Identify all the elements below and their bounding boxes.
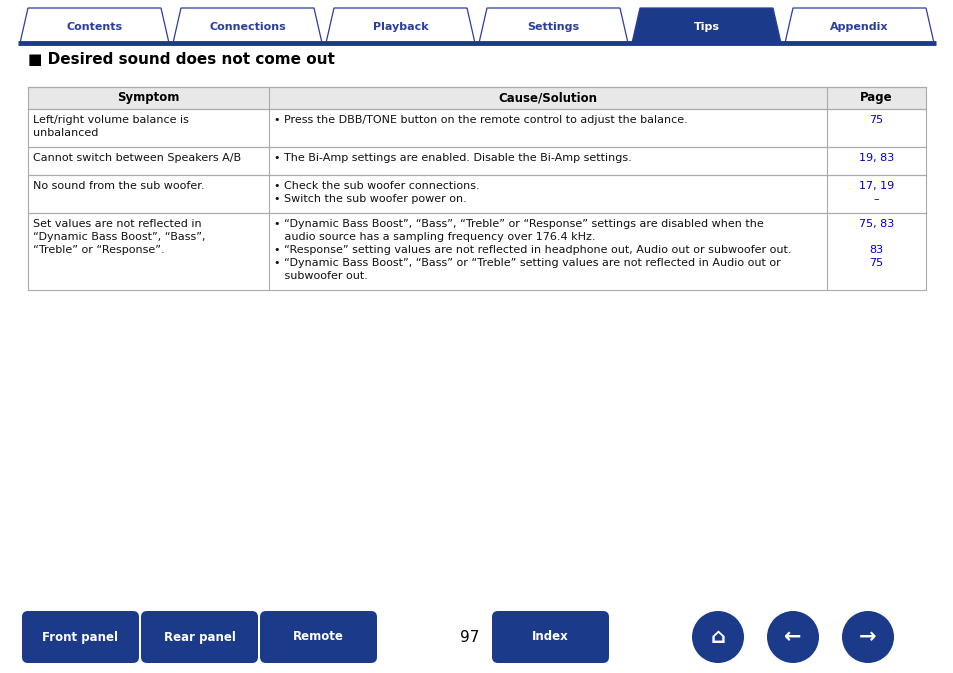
Text: Cannot switch between Speakers A/B: Cannot switch between Speakers A/B (33, 153, 241, 163)
Text: Front panel: Front panel (43, 631, 118, 643)
FancyBboxPatch shape (492, 611, 608, 663)
Text: ⌂: ⌂ (710, 627, 724, 647)
Text: –: – (873, 194, 879, 204)
Text: Cause/Solution: Cause/Solution (497, 92, 597, 104)
Text: Remote: Remote (293, 631, 344, 643)
Polygon shape (631, 8, 781, 43)
Bar (28, 147, 925, 175)
Text: 75, 83: 75, 83 (858, 219, 893, 229)
Text: 19, 83: 19, 83 (858, 153, 893, 163)
Text: Contents: Contents (67, 22, 122, 32)
Text: • “Dynamic Bass Boost”, “Bass”, “Treble” or “Response” settings are disabled whe: • “Dynamic Bass Boost”, “Bass”, “Treble”… (274, 219, 762, 229)
Circle shape (691, 611, 743, 663)
Polygon shape (478, 8, 627, 43)
Text: Settings: Settings (527, 22, 579, 32)
Circle shape (841, 611, 893, 663)
FancyBboxPatch shape (260, 611, 376, 663)
Text: Connections: Connections (209, 22, 286, 32)
Text: ←: ← (783, 627, 801, 647)
Bar (28, 109, 925, 147)
FancyBboxPatch shape (141, 611, 257, 663)
Text: “Dynamic Bass Boost”, “Bass”,: “Dynamic Bass Boost”, “Bass”, (33, 232, 205, 242)
Circle shape (766, 611, 818, 663)
Text: • Check the sub woofer connections.: • Check the sub woofer connections. (274, 181, 478, 191)
Text: “Treble” or “Response”.: “Treble” or “Response”. (33, 245, 165, 255)
FancyBboxPatch shape (22, 611, 139, 663)
Bar (28, 213, 925, 290)
Text: 17, 19: 17, 19 (858, 181, 893, 191)
Text: audio source has a sampling frequency over 176.4 kHz.: audio source has a sampling frequency ov… (274, 232, 595, 242)
Text: →: → (859, 627, 876, 647)
Polygon shape (172, 8, 322, 43)
Text: No sound from the sub woofer.: No sound from the sub woofer. (33, 181, 204, 191)
Text: Symptom: Symptom (117, 92, 179, 104)
Text: 75: 75 (868, 258, 882, 268)
Text: • “Dynamic Bass Boost”, “Bass” or “Treble” setting values are not reflected in A: • “Dynamic Bass Boost”, “Bass” or “Trebl… (274, 258, 780, 268)
Bar (28, 87, 925, 109)
Text: unbalanced: unbalanced (33, 128, 98, 138)
Polygon shape (784, 8, 933, 43)
Text: • “Response” setting values are not reflected in headphone out, Audio out or sub: • “Response” setting values are not refl… (274, 245, 790, 255)
Text: 83: 83 (868, 245, 882, 255)
Polygon shape (20, 8, 169, 43)
Text: • Press the DBB/TONE button on the remote control to adjust the balance.: • Press the DBB/TONE button on the remot… (274, 115, 687, 125)
Polygon shape (326, 8, 475, 43)
Text: Left/right volume balance is: Left/right volume balance is (33, 115, 189, 125)
Text: Tips: Tips (693, 22, 719, 32)
Text: • The Bi-Amp settings are enabled. Disable the Bi-Amp settings.: • The Bi-Amp settings are enabled. Disab… (274, 153, 631, 163)
Text: subwoofer out.: subwoofer out. (274, 271, 367, 281)
Text: • Switch the sub woofer power on.: • Switch the sub woofer power on. (274, 194, 466, 204)
Text: 97: 97 (460, 629, 479, 645)
Text: Page: Page (860, 92, 892, 104)
Text: Playback: Playback (373, 22, 428, 32)
Bar (28, 175, 925, 213)
Text: Appendix: Appendix (829, 22, 888, 32)
Text: Rear panel: Rear panel (163, 631, 235, 643)
Text: 75: 75 (868, 115, 882, 125)
Text: Index: Index (532, 631, 568, 643)
Text: ■ Desired sound does not come out: ■ Desired sound does not come out (28, 52, 335, 67)
Text: Set values are not reflected in: Set values are not reflected in (33, 219, 201, 229)
